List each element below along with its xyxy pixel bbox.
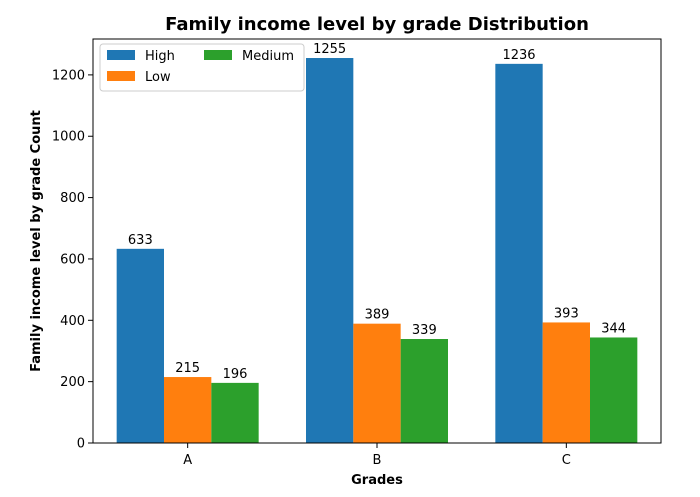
bar-medium-c (590, 337, 638, 443)
chart-title: Family income level by grade Distributio… (165, 14, 589, 35)
y-tick-label: 1000 (52, 130, 85, 145)
data-label: 389 (365, 308, 390, 323)
data-label: 196 (223, 367, 248, 382)
data-label: 215 (175, 361, 200, 376)
bar-medium-a (211, 382, 259, 443)
y-tick-label: 400 (60, 314, 85, 329)
y-tick-label: 800 (60, 191, 85, 206)
data-label: 339 (412, 323, 437, 338)
x-axis-label: Grades (351, 473, 403, 488)
data-label: 1255 (313, 42, 346, 57)
y-axis-label: Family income level by grade Count (29, 110, 44, 372)
plot-area: 633 1255 1236 215 389 393 196 339 344 0 200 400 600 8… (52, 38, 662, 468)
bar-high-a (116, 248, 164, 443)
legend-swatch-medium (204, 50, 232, 60)
data-label: 393 (554, 306, 579, 321)
legend-label-high: High (145, 49, 175, 64)
legend-label-medium: Medium (242, 49, 294, 64)
legend-swatch-high (107, 50, 135, 60)
legend-box (99, 43, 305, 92)
legend-swatch-low (107, 71, 135, 81)
bar-high-b (306, 58, 354, 443)
y-tick-label: 200 (60, 375, 85, 390)
y-tick-label: 1200 (52, 68, 85, 83)
y-tick-label: 600 (60, 252, 85, 267)
data-label: 633 (128, 233, 153, 248)
y-tick-label: 0 (77, 437, 85, 452)
bar-low-a (164, 377, 212, 443)
data-label: 1236 (502, 48, 535, 63)
bar-high-c (495, 63, 543, 443)
bar-medium-b (400, 339, 448, 443)
legend-label-low: Low (145, 70, 171, 85)
x-tick-label: C (562, 453, 571, 468)
bar-low-b (353, 323, 401, 443)
x-tick-label: B (373, 453, 382, 468)
data-label: 344 (601, 321, 626, 336)
bar-low-c (542, 322, 590, 443)
x-tick-label: A (183, 453, 192, 468)
legend: High Low Medium (99, 43, 305, 92)
